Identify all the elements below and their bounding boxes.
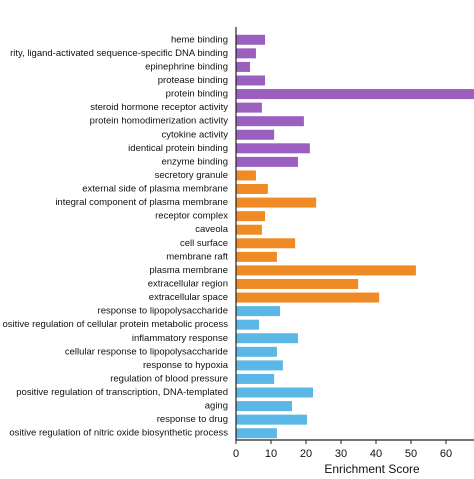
y-tick-label: protein binding: [166, 89, 228, 100]
bar: [236, 387, 313, 398]
bar: [236, 278, 359, 289]
bar: [236, 373, 275, 384]
bar: [236, 428, 277, 439]
x-axis-label: Enrichment Score: [324, 462, 420, 474]
x-tick-label: 20: [300, 448, 312, 460]
y-tick-label: aging: [205, 401, 228, 412]
bar: [236, 292, 380, 303]
y-tick-label: epinephrine binding: [145, 61, 228, 72]
y-tick-label: identical protein binding: [128, 143, 228, 154]
bar: [236, 333, 298, 344]
y-tick-label: protein homodimerization activity: [90, 116, 229, 127]
x-tick-label: 0: [233, 448, 239, 460]
y-tick-label: response to drug: [157, 414, 228, 425]
bar: [236, 414, 308, 425]
y-tick-label: membrane raft: [166, 251, 228, 262]
y-tick-label: protease binding: [158, 75, 228, 86]
bar: [236, 360, 283, 371]
x-tick-label: 10: [265, 448, 277, 460]
bar: [236, 34, 266, 45]
bar: [236, 48, 256, 59]
bar: [236, 102, 262, 113]
bar: [236, 265, 416, 276]
y-tick-label: caveola: [195, 224, 228, 235]
y-tick-label: integral component of plasma membrane: [55, 197, 228, 208]
bar: [236, 170, 256, 181]
bar: [236, 143, 310, 154]
y-tick-label: rity, ligand-activated sequence-specific…: [10, 48, 228, 59]
bar: [236, 238, 296, 249]
y-tick-label: inflammatory response: [132, 333, 228, 344]
bar: [236, 75, 266, 86]
bar: [236, 346, 277, 357]
y-tick-label: enzyme binding: [161, 156, 228, 167]
y-tick-label: extracellular region: [148, 278, 228, 289]
y-tick-label: steroid hormone receptor activity: [90, 102, 228, 113]
y-tick-label: plasma membrane: [149, 265, 228, 276]
y-tick-label: heme binding: [171, 34, 228, 45]
x-tick-label: 60: [440, 448, 452, 460]
bar: [236, 211, 266, 222]
bar: [236, 61, 250, 72]
bar: [236, 129, 275, 140]
y-tick-label: receptor complex: [155, 211, 228, 222]
bar: [236, 306, 281, 317]
y-tick-label: cellular response to lipopolysaccharide: [65, 346, 228, 357]
y-tick-label: cell surface: [180, 238, 228, 249]
y-tick-label: ositive regulation of cellular protein m…: [3, 319, 229, 330]
bar: [236, 116, 304, 127]
x-tick-label: 50: [405, 448, 417, 460]
y-tick-label: cytokine activity: [161, 129, 228, 140]
y-tick-label: response to lipopolysaccharide: [98, 306, 228, 317]
bar: [236, 184, 268, 195]
x-tick-label: 40: [370, 448, 382, 460]
bar: [236, 401, 292, 412]
y-tick-label: positive regulation of transcription, DN…: [16, 387, 228, 398]
bar: [236, 156, 298, 167]
bar: [236, 224, 262, 235]
y-tick-label: response to hypoxia: [143, 360, 229, 371]
bar: [236, 319, 260, 330]
y-tick-label: external side of plasma membrane: [82, 184, 228, 195]
x-tick-label: 30: [335, 448, 347, 460]
bar: [236, 197, 317, 208]
y-tick-label: secretory granule: [155, 170, 228, 181]
bar: [236, 251, 277, 262]
y-tick-label: ositive regulation of nitric oxide biosy…: [9, 428, 228, 439]
bar: [236, 89, 474, 100]
y-tick-label: extracellular space: [149, 292, 228, 303]
y-tick-label: regulation of blood pressure: [110, 373, 228, 384]
